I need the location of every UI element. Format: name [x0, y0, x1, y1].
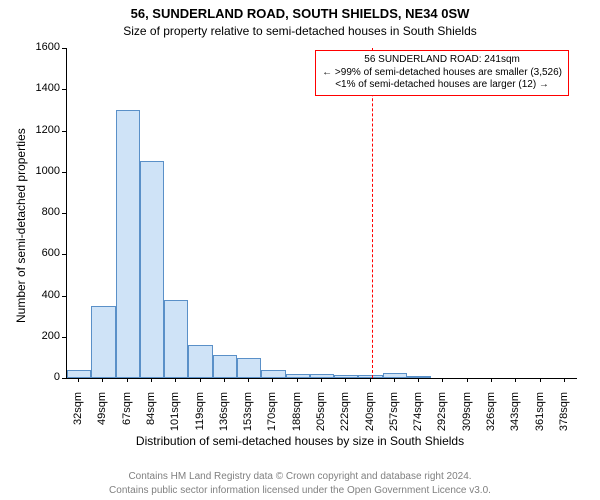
x-tick-label: 67sqm: [121, 392, 133, 442]
histogram-bar: [237, 358, 261, 378]
histogram-bar: [67, 370, 91, 378]
histogram-bar: [91, 306, 115, 378]
x-tick-label: 153sqm: [242, 392, 254, 442]
y-tick-mark: [62, 89, 66, 90]
x-tick-mark: [78, 378, 79, 382]
x-tick-mark: [102, 378, 103, 382]
x-tick-label: 326sqm: [485, 392, 497, 442]
x-tick-mark: [370, 378, 371, 382]
histogram-bar: [383, 373, 407, 378]
x-tick-label: 292sqm: [436, 392, 448, 442]
chart-title: 56, SUNDERLAND ROAD, SOUTH SHIELDS, NE34…: [0, 6, 600, 21]
x-tick-label: 101sqm: [169, 392, 181, 442]
histogram-bar: [407, 376, 431, 378]
x-tick-label: 309sqm: [461, 392, 473, 442]
x-tick-mark: [297, 378, 298, 382]
x-tick-label: 170sqm: [266, 392, 278, 442]
y-tick-label: 1600: [26, 41, 60, 53]
x-tick-mark: [127, 378, 128, 382]
x-tick-mark: [394, 378, 395, 382]
x-tick-label: 84sqm: [145, 392, 157, 442]
histogram-bar: [116, 110, 140, 378]
x-tick-label: 240sqm: [364, 392, 376, 442]
x-tick-label: 343sqm: [509, 392, 521, 442]
x-tick-mark: [200, 378, 201, 382]
histogram-bar: [188, 345, 212, 378]
annotation-line: 56 SUNDERLAND ROAD: 241sqm: [322, 54, 562, 67]
x-tick-mark: [418, 378, 419, 382]
x-tick-label: 205sqm: [315, 392, 327, 442]
chart-subtitle: Size of property relative to semi-detach…: [0, 24, 600, 38]
y-tick-label: 0: [26, 371, 60, 383]
annotation-line: ← >99% of semi-detached houses are small…: [322, 67, 562, 80]
y-tick-label: 1200: [26, 124, 60, 136]
x-tick-label: 378sqm: [558, 392, 570, 442]
x-tick-label: 136sqm: [218, 392, 230, 442]
y-tick-mark: [62, 378, 66, 379]
x-tick-mark: [151, 378, 152, 382]
y-tick-label: 1000: [26, 165, 60, 177]
attribution-line-1: Contains HM Land Registry data © Crown c…: [0, 471, 600, 482]
x-tick-label: 222sqm: [339, 392, 351, 442]
y-tick-label: 800: [26, 206, 60, 218]
histogram-bar: [286, 374, 310, 378]
x-tick-mark: [540, 378, 541, 382]
x-tick-label: 32sqm: [72, 392, 84, 442]
y-tick-mark: [62, 296, 66, 297]
x-tick-label: 188sqm: [291, 392, 303, 442]
y-tick-label: 600: [26, 247, 60, 259]
y-tick-label: 400: [26, 289, 60, 301]
x-tick-mark: [175, 378, 176, 382]
x-tick-mark: [467, 378, 468, 382]
x-tick-mark: [442, 378, 443, 382]
histogram-bar: [213, 355, 237, 378]
y-tick-label: 200: [26, 330, 60, 342]
histogram-bar: [334, 375, 358, 378]
x-tick-mark: [564, 378, 565, 382]
x-tick-label: 274sqm: [412, 392, 424, 442]
histogram-bar: [358, 375, 382, 378]
histogram-bar: [164, 300, 188, 378]
y-tick-mark: [62, 48, 66, 49]
x-tick-mark: [491, 378, 492, 382]
x-tick-mark: [515, 378, 516, 382]
histogram-bar: [140, 161, 164, 378]
annotation-line: <1% of semi-detached houses are larger (…: [322, 79, 562, 92]
x-tick-mark: [272, 378, 273, 382]
x-tick-label: 119sqm: [194, 392, 206, 442]
y-tick-mark: [62, 213, 66, 214]
reference-marker-line: [372, 48, 373, 378]
x-tick-mark: [345, 378, 346, 382]
x-tick-mark: [224, 378, 225, 382]
x-tick-label: 49sqm: [96, 392, 108, 442]
x-tick-mark: [248, 378, 249, 382]
annotation-box: 56 SUNDERLAND ROAD: 241sqm← >99% of semi…: [315, 50, 569, 96]
attribution-line-2: Contains public sector information licen…: [0, 485, 600, 496]
histogram-bar: [261, 370, 285, 378]
y-tick-mark: [62, 131, 66, 132]
y-tick-mark: [62, 337, 66, 338]
y-tick-label: 1400: [26, 82, 60, 94]
y-tick-mark: [62, 172, 66, 173]
x-tick-label: 361sqm: [534, 392, 546, 442]
y-tick-mark: [62, 254, 66, 255]
chart-container: 56, SUNDERLAND ROAD, SOUTH SHIELDS, NE34…: [0, 0, 600, 500]
x-tick-mark: [321, 378, 322, 382]
plot-area: 56 SUNDERLAND ROAD: 241sqm← >99% of semi…: [66, 48, 577, 379]
x-tick-label: 257sqm: [388, 392, 400, 442]
